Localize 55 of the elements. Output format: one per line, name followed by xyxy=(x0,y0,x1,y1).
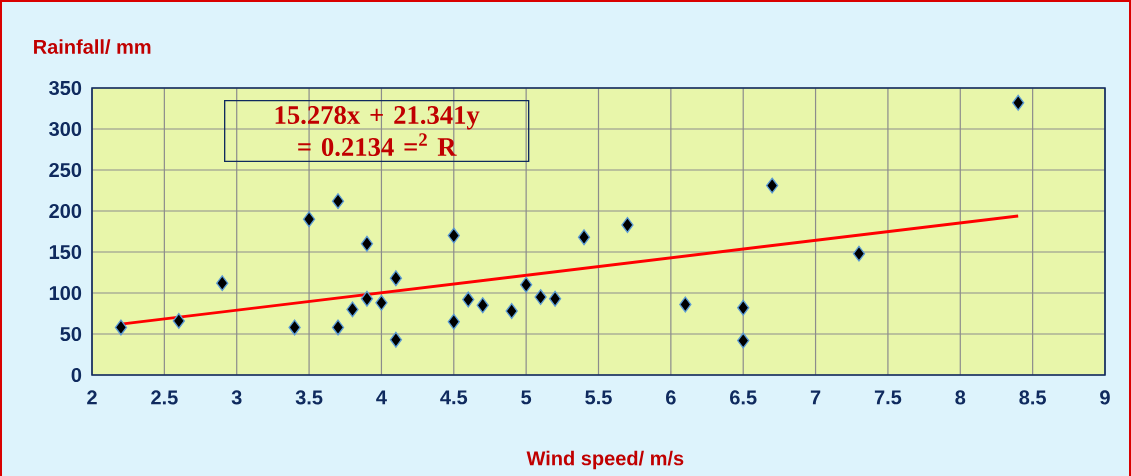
point xyxy=(679,296,692,313)
point xyxy=(447,313,460,330)
x-tick-label: 4 xyxy=(376,390,387,405)
point xyxy=(216,275,229,292)
point xyxy=(360,290,374,307)
x-tick-label: 5 xyxy=(521,390,532,405)
point xyxy=(621,216,634,233)
x-axis-title: Wind speed/ m/s xyxy=(526,450,684,470)
point xyxy=(302,211,316,228)
x-tick-label: 4.5 xyxy=(440,390,468,405)
point xyxy=(346,301,359,318)
point xyxy=(534,289,547,306)
point xyxy=(114,319,128,336)
point xyxy=(1012,94,1025,111)
point xyxy=(577,229,591,246)
point xyxy=(288,319,301,336)
y-tick-label: 100 xyxy=(49,285,82,301)
point xyxy=(737,299,750,316)
x-tick-label: 2 xyxy=(87,390,97,405)
y-axis-title: Rainfall/ mm xyxy=(34,39,151,55)
point xyxy=(462,291,475,308)
point xyxy=(519,276,533,293)
point xyxy=(389,270,403,287)
x-tick-label: 7.5 xyxy=(874,390,902,405)
y-tick-label: 250 xyxy=(49,162,82,178)
point xyxy=(765,177,779,194)
x-tick-label: 8.5 xyxy=(1019,390,1046,405)
y-tick-label: 350 xyxy=(49,80,82,96)
x-tick-label: 3 xyxy=(231,390,242,405)
point xyxy=(505,303,518,320)
y-tick-label: 300 xyxy=(49,121,82,137)
point xyxy=(172,312,185,329)
y-tick-label: 0 xyxy=(71,367,82,383)
point xyxy=(476,297,489,314)
point xyxy=(548,290,562,307)
x-tick-label: 8 xyxy=(955,390,966,405)
x-tick-label: 9 xyxy=(1100,390,1110,405)
x-tick-label: 7 xyxy=(810,390,821,405)
annotation: 15.278x + 21.341y = 0.2134 =$^{2}$ R xyxy=(275,106,480,157)
point xyxy=(447,227,460,244)
x-tick-label: 6.5 xyxy=(730,390,757,405)
point xyxy=(737,332,750,349)
point xyxy=(389,331,403,348)
point xyxy=(852,245,866,262)
x-tick-label: 6 xyxy=(666,390,676,405)
x-tick-label: 2.5 xyxy=(151,390,178,405)
y-tick-label: 200 xyxy=(49,203,82,219)
point xyxy=(360,235,374,252)
point xyxy=(375,294,388,311)
x-tick-label: 3.5 xyxy=(295,390,323,405)
y-tick-label: 150 xyxy=(49,244,82,260)
x-tick-label: 5.5 xyxy=(585,390,612,405)
point xyxy=(331,193,345,210)
point xyxy=(331,319,345,336)
y-tick-label: 50 xyxy=(60,326,82,342)
